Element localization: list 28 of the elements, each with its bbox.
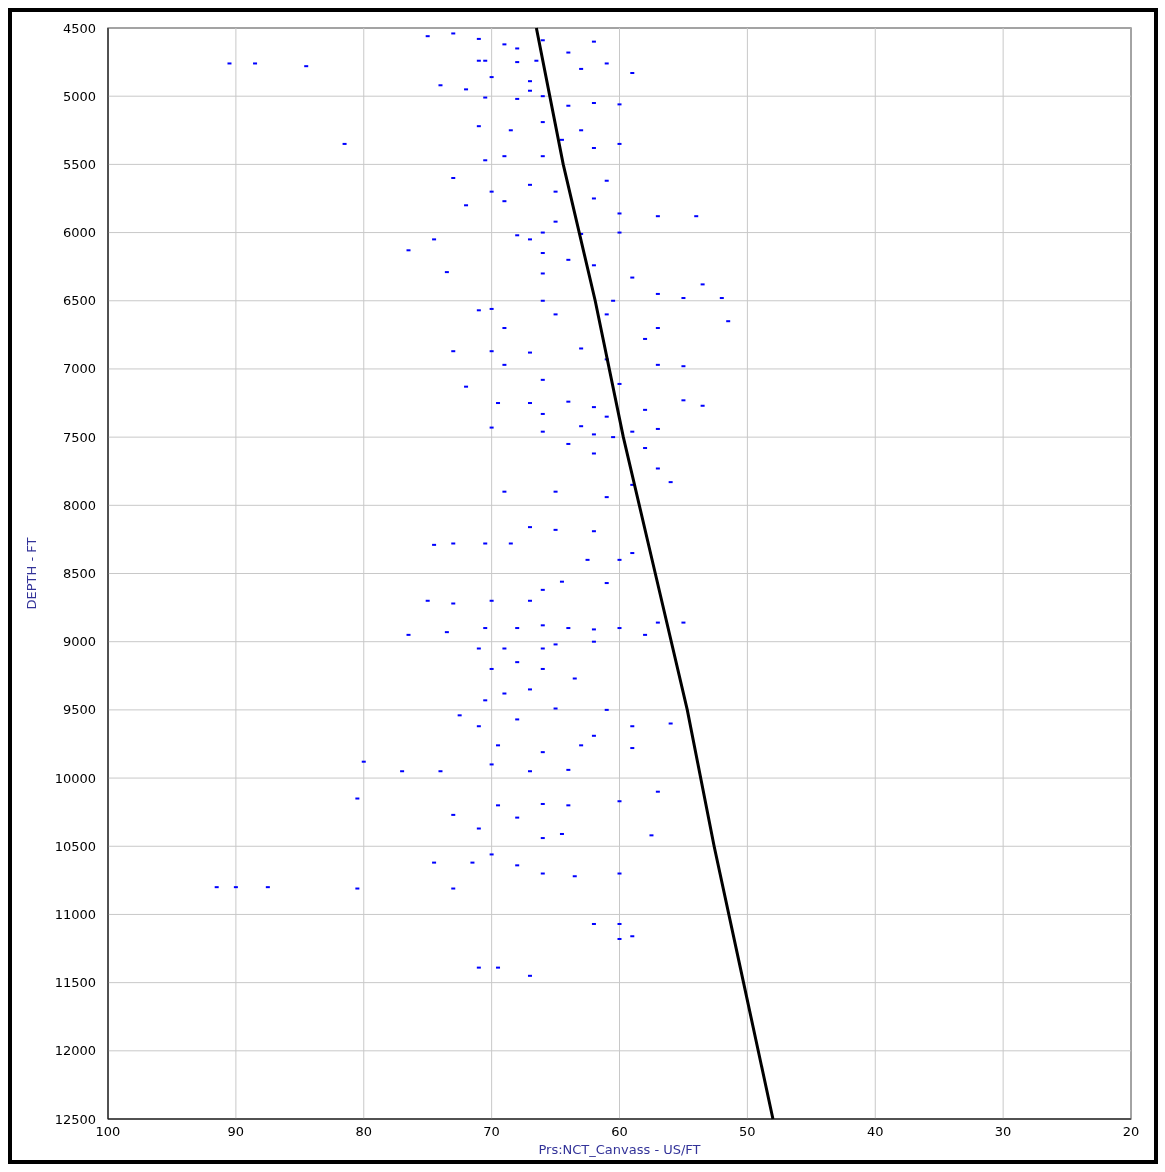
x-tick-label: 30 [994, 1124, 1012, 1139]
y-tick-label: 5000 [62, 88, 96, 104]
y-tick-label: 9500 [62, 702, 96, 718]
y-tick-label: 10500 [54, 838, 96, 854]
x-axis-title: Prs:NCT_Canvass - US/FT [538, 1142, 701, 1157]
x-tick-label: 90 [227, 1124, 245, 1139]
y-tick-label: 4500 [62, 20, 96, 36]
y-tick-label: 7000 [62, 361, 96, 377]
y-tick-label: 6000 [62, 225, 96, 241]
y-tick-label: 8000 [62, 497, 96, 513]
y-axis-title: DEPTH - FT [24, 537, 39, 610]
x-tick-label: 40 [866, 1124, 884, 1139]
x-tick-label: 20 [1122, 1124, 1140, 1139]
x-tick-label: 60 [611, 1124, 628, 1139]
x-tick-label: 70 [483, 1124, 500, 1139]
y-tick-label: 9000 [62, 634, 96, 650]
x-tick-label: 80 [355, 1124, 373, 1139]
y-tick-label: 6500 [62, 293, 96, 309]
y-tick-label: 8500 [62, 566, 96, 582]
y-tick-label: 12000 [54, 1043, 96, 1059]
y-tick-label: 11500 [54, 975, 96, 991]
y-tick-label: 12500 [54, 1111, 96, 1127]
y-tick-label: 5500 [62, 156, 96, 172]
x-tick-label: 50 [739, 1124, 756, 1139]
y-tick-label: 11000 [54, 906, 96, 922]
x-tick-label: 100 [95, 1124, 121, 1139]
y-tick-label: 7500 [62, 429, 96, 445]
y-tick-label: 10000 [54, 770, 96, 786]
